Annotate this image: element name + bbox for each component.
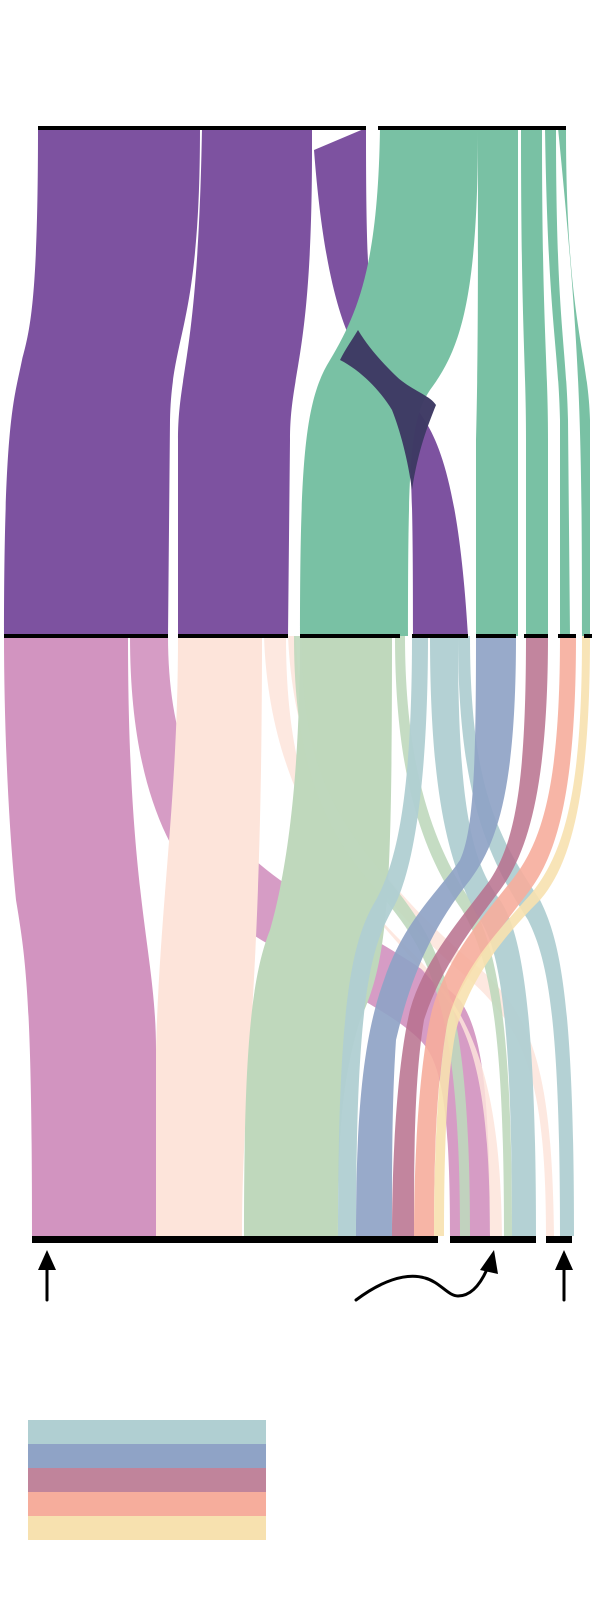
node-bars bbox=[4, 126, 592, 1243]
legend-swatch-salmon bbox=[28, 1492, 266, 1516]
node-mid-4 bbox=[412, 634, 468, 638]
node-mid-6 bbox=[524, 634, 548, 638]
link-teal-1 bbox=[338, 636, 428, 1236]
link-overlap bbox=[340, 330, 436, 490]
arrows bbox=[38, 1250, 573, 1302]
stage1-links bbox=[4, 128, 590, 636]
node-top-right bbox=[378, 126, 566, 130]
curved-arrow-icon bbox=[354, 1250, 498, 1302]
node-mid-2 bbox=[178, 634, 288, 638]
node-mid-7 bbox=[558, 634, 576, 638]
link-purple-1 bbox=[4, 128, 200, 636]
link-peach-main bbox=[156, 636, 262, 1236]
node-top-left bbox=[38, 126, 366, 130]
node-bottom-2 bbox=[450, 1236, 536, 1243]
link-green-3 bbox=[521, 128, 548, 636]
legend-swatch-teal-gray bbox=[28, 1420, 266, 1444]
link-purple-2 bbox=[178, 128, 312, 636]
link-peach-cross bbox=[264, 636, 502, 1236]
node-bottom-1 bbox=[32, 1236, 438, 1243]
link-rose bbox=[392, 636, 548, 1236]
legend-swatch-slate-blue bbox=[28, 1444, 266, 1468]
legend bbox=[28, 1420, 266, 1540]
arrow-up-right-icon bbox=[555, 1250, 573, 1302]
stage2-links bbox=[4, 636, 590, 1236]
arrow-up-left-icon bbox=[38, 1250, 56, 1302]
link-sage-main bbox=[244, 636, 392, 1236]
node-mid-8 bbox=[584, 634, 592, 638]
link-green-4 bbox=[545, 128, 570, 636]
link-green-5 bbox=[558, 128, 590, 636]
node-mid-1 bbox=[4, 634, 168, 638]
link-teal-3 bbox=[458, 636, 574, 1236]
link-teal-2 bbox=[430, 636, 536, 1236]
link-green-2 bbox=[476, 128, 518, 636]
legend-swatch-rose bbox=[28, 1468, 266, 1492]
link-sage-cross-2 bbox=[395, 636, 512, 1236]
node-mid-3 bbox=[300, 634, 400, 638]
legend-swatch-cream bbox=[28, 1516, 266, 1540]
node-bottom-3 bbox=[546, 1236, 572, 1243]
node-mid-5 bbox=[476, 634, 516, 638]
link-slate bbox=[356, 636, 516, 1236]
link-mauve-main bbox=[4, 636, 156, 1236]
